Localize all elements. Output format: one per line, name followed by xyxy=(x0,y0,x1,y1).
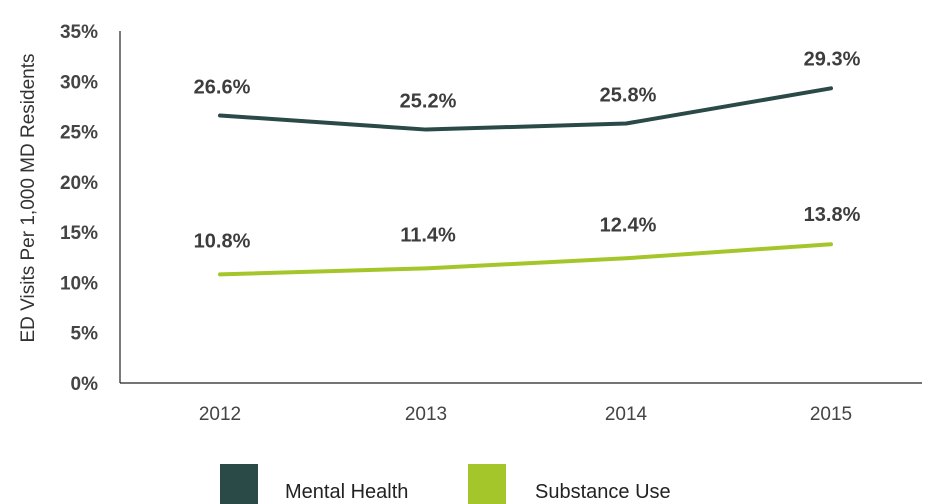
y-tick-label: 5% xyxy=(71,324,99,345)
y-tick-label: 25% xyxy=(60,123,98,144)
y-tick-label: 20% xyxy=(60,173,98,194)
y-tick-label: 15% xyxy=(60,223,98,244)
y-tick-label: 10% xyxy=(60,273,98,294)
data-label: 12.4% xyxy=(600,214,657,236)
x-tick-label: 2015 xyxy=(810,404,852,425)
legend-swatch xyxy=(220,464,258,504)
y-tick-labels: 0% 5% 10% 15% 20% 25% 30% 35% xyxy=(60,22,98,395)
data-label: 25.8% xyxy=(600,85,657,107)
legend: Mental Health Substance Use xyxy=(220,464,671,504)
series-line-substance-use xyxy=(218,242,833,277)
x-tick-labels: 2012 2013 2014 2015 xyxy=(199,404,852,425)
y-tick-label: 35% xyxy=(60,22,98,43)
data-label: 25.2% xyxy=(400,91,457,113)
legend-item-mental-health: Mental Health xyxy=(220,464,408,504)
legend-label: Substance Use xyxy=(535,481,671,503)
legend-swatch xyxy=(468,464,506,504)
legend-label: Mental Health xyxy=(285,481,408,503)
legend-item-substance-use: Substance Use xyxy=(468,464,671,504)
data-label: 29.3% xyxy=(804,48,861,70)
data-label: 10.8% xyxy=(194,230,251,252)
series-line-mental-health xyxy=(218,86,833,132)
y-tick-label: 0% xyxy=(71,374,99,395)
data-label: 13.8% xyxy=(804,204,861,226)
x-tick-label: 2013 xyxy=(405,404,447,425)
y-tick-label: 30% xyxy=(60,72,98,93)
series-group: 26.6% 25.2% 25.8% 29.3% 10.8% 11.4% 12.4% 13.8% xyxy=(194,48,861,277)
data-label: 26.6% xyxy=(194,76,251,98)
data-label: 11.4% xyxy=(400,224,456,246)
x-tick-label: 2012 xyxy=(199,404,241,425)
x-tick-label: 2014 xyxy=(605,404,648,425)
y-axis-label: ED Visits Per 1,000 MD Residents xyxy=(18,54,39,343)
